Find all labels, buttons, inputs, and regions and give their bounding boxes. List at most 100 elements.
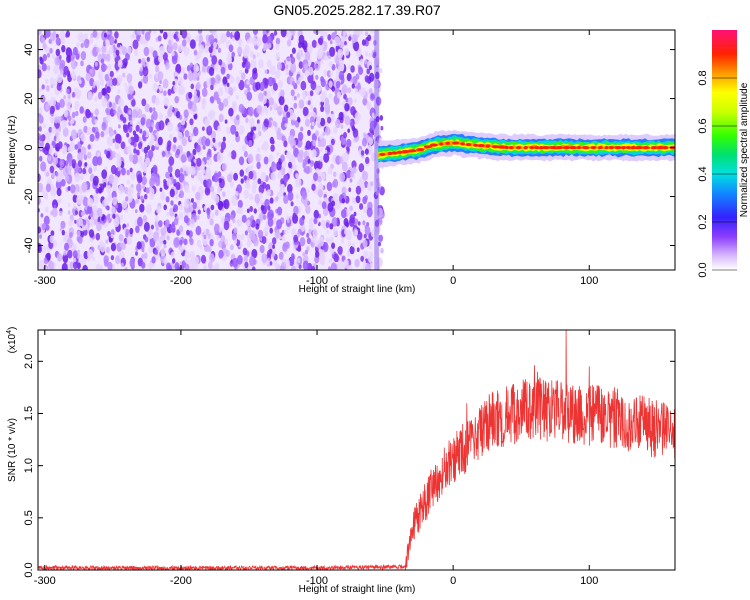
noise-blob bbox=[283, 174, 289, 183]
signal-peak bbox=[460, 142, 466, 146]
noise-blob bbox=[302, 260, 309, 270]
noise-blob bbox=[192, 70, 199, 81]
noise-blob bbox=[113, 129, 117, 135]
noise-blob bbox=[315, 74, 319, 80]
noise-blob bbox=[71, 91, 76, 98]
noise-blob bbox=[293, 102, 298, 109]
noise-blob bbox=[241, 144, 247, 152]
noise-blob bbox=[280, 261, 287, 270]
noise-blob bbox=[159, 79, 162, 84]
noise-blob bbox=[39, 135, 43, 142]
noise-blob bbox=[107, 193, 113, 202]
noise-blob bbox=[319, 252, 326, 262]
noise-blob bbox=[109, 70, 114, 78]
noise-blob bbox=[329, 70, 334, 77]
noise-blob bbox=[340, 124, 344, 129]
noise-blob bbox=[142, 215, 148, 223]
noise-blob bbox=[365, 263, 372, 270]
noise-blob bbox=[115, 255, 121, 265]
noise-blob bbox=[188, 204, 194, 213]
noise-blob bbox=[140, 117, 146, 126]
noise-blob bbox=[243, 175, 247, 181]
noise-blob bbox=[210, 130, 217, 140]
noise-blob bbox=[217, 125, 222, 132]
noise-blob bbox=[250, 59, 257, 69]
noise-blob bbox=[210, 77, 216, 86]
noise-blob bbox=[178, 225, 184, 233]
noise-blob bbox=[156, 205, 161, 214]
noise-blob bbox=[75, 110, 79, 117]
noise-blob bbox=[251, 266, 256, 270]
noise-blob bbox=[189, 136, 193, 141]
noise-blob bbox=[88, 229, 95, 238]
noise-blob bbox=[280, 178, 285, 185]
noise-blob bbox=[242, 247, 248, 256]
noise-blob bbox=[320, 94, 326, 103]
noise-blob bbox=[335, 80, 341, 89]
noise-blob bbox=[79, 106, 84, 114]
noise-blob bbox=[338, 63, 344, 73]
noise-blob bbox=[146, 56, 150, 62]
noise-blob bbox=[242, 51, 246, 56]
spectrogram-signal-band bbox=[378, 129, 675, 168]
noise-blob bbox=[45, 183, 52, 193]
signal-peak bbox=[401, 150, 410, 154]
noise-blob bbox=[341, 161, 348, 172]
noise-blob bbox=[208, 46, 213, 54]
noise-blob bbox=[292, 145, 296, 150]
noise-blob bbox=[104, 65, 108, 70]
noise-blob bbox=[344, 115, 351, 126]
noise-blob bbox=[317, 175, 322, 183]
signal-peak bbox=[416, 148, 425, 152]
noise-blob bbox=[181, 30, 188, 39]
noise-blob bbox=[290, 56, 296, 64]
noise-blob bbox=[306, 232, 310, 238]
noise-blob bbox=[377, 129, 382, 136]
noise-blob bbox=[118, 124, 121, 129]
noise-blob bbox=[264, 108, 269, 115]
noise-blob bbox=[151, 256, 156, 264]
noise-blob bbox=[107, 261, 113, 270]
noise-blob bbox=[136, 149, 140, 156]
noise-blob bbox=[189, 219, 195, 228]
noise-blob bbox=[41, 245, 47, 254]
noise-blob bbox=[257, 207, 261, 213]
x-tick-label: -100 bbox=[306, 575, 328, 587]
noise-blob bbox=[343, 110, 348, 116]
noise-blob bbox=[307, 188, 310, 193]
noise-blob bbox=[184, 250, 190, 260]
noise-blob bbox=[313, 209, 319, 219]
noise-blob bbox=[277, 79, 283, 89]
noise-blob bbox=[51, 53, 56, 60]
noise-blob bbox=[348, 36, 352, 42]
noise-blob bbox=[193, 63, 199, 73]
noise-blob bbox=[186, 166, 192, 175]
noise-blob bbox=[257, 178, 262, 185]
noise-blob bbox=[108, 126, 113, 134]
signal-peak bbox=[562, 146, 571, 150]
noise-blob bbox=[196, 215, 200, 220]
noise-blob bbox=[262, 34, 268, 44]
noise-blob bbox=[366, 101, 371, 110]
noise-blob bbox=[223, 220, 230, 231]
noise-blob bbox=[352, 166, 357, 174]
noise-blob bbox=[378, 234, 384, 242]
noise-blob bbox=[138, 58, 142, 64]
noise-blob bbox=[179, 239, 183, 246]
noise-blob bbox=[127, 185, 134, 196]
noise-blob bbox=[104, 149, 108, 155]
y-tick-label: 1.0 bbox=[23, 458, 35, 473]
noise-blob bbox=[59, 227, 63, 232]
noise-blob bbox=[126, 223, 129, 228]
noise-blob bbox=[136, 192, 141, 198]
noise-blob bbox=[231, 232, 237, 241]
noise-blob bbox=[228, 152, 232, 158]
noise-blob bbox=[263, 90, 267, 97]
noise-blob bbox=[80, 133, 86, 142]
noise-blob bbox=[45, 224, 50, 231]
signal-peak bbox=[621, 146, 627, 150]
noise-blob bbox=[210, 84, 214, 91]
noise-blob bbox=[174, 262, 180, 270]
colorbar-gradient bbox=[712, 30, 737, 270]
signal-peak bbox=[529, 146, 535, 150]
